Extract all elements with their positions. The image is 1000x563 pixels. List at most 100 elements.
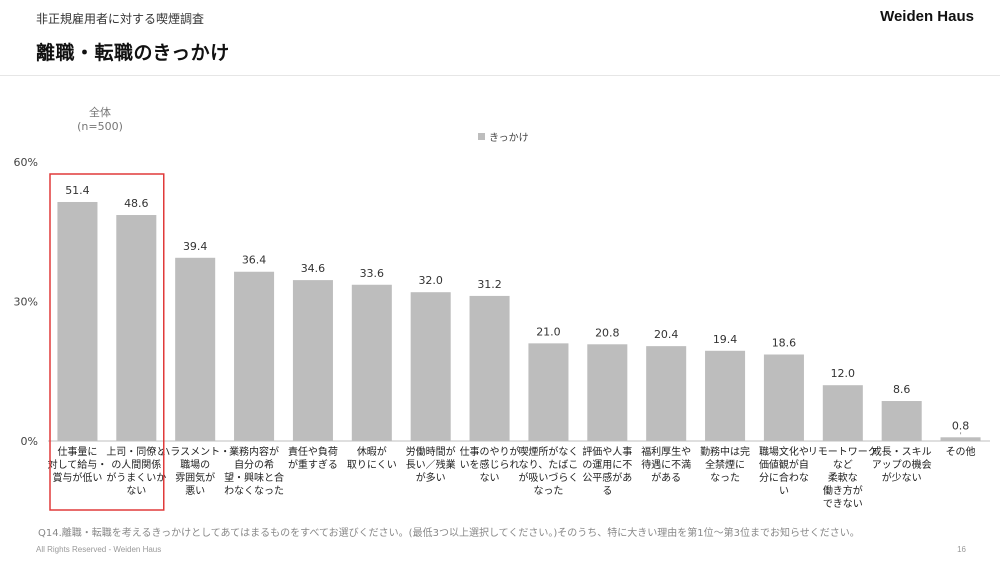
category-label: ない xyxy=(480,472,500,484)
category-label: 仕事のやりが xyxy=(460,445,520,458)
category-label: 職場の xyxy=(180,458,210,471)
category-label: が少ない xyxy=(882,471,922,484)
data-label: 21.0 xyxy=(536,325,561,338)
category-label: 悪い xyxy=(185,485,205,497)
highlight-box xyxy=(49,173,165,511)
data-label: 48.6 xyxy=(124,197,149,210)
category-label: なった xyxy=(533,485,563,497)
data-label: 8.6 xyxy=(893,383,911,396)
bar xyxy=(940,437,981,441)
data-label: 51.4 xyxy=(65,184,90,197)
category-label: できない xyxy=(823,498,863,510)
data-label: 20.8 xyxy=(595,326,620,339)
category-label: 自分の希 xyxy=(234,458,274,471)
data-label: 32.0 xyxy=(418,274,443,287)
category-label: 福利厚生や xyxy=(641,445,691,458)
data-label: 18.6 xyxy=(772,337,797,350)
data-label: 33.6 xyxy=(360,267,385,280)
bar xyxy=(587,344,628,441)
category-label: など xyxy=(833,459,853,471)
category-label: る xyxy=(602,485,612,497)
category-label: 評価や人事 xyxy=(582,445,632,458)
category-label: 分に合わな xyxy=(759,471,809,484)
y-tick-label: 60% xyxy=(14,156,38,169)
category-label: の人間関係 xyxy=(111,459,161,471)
brand-logo-text: Weiden Haus xyxy=(880,8,974,25)
legend-label: きっかけ xyxy=(489,133,529,144)
category-label: 仕事量に xyxy=(57,445,97,458)
category-label: 職場文化や xyxy=(759,445,809,458)
bar xyxy=(881,401,922,441)
category-label: 労働時間が xyxy=(406,445,456,458)
category-label: ハラスメント・ xyxy=(160,446,230,458)
data-label: 0.8 xyxy=(952,419,970,432)
category-label: 喫煙所がなく xyxy=(518,445,578,458)
category-label: 価値観が自 xyxy=(759,458,809,471)
category-label: 休暇が xyxy=(357,445,387,458)
bar xyxy=(410,292,451,441)
bar xyxy=(822,385,863,441)
category-label: 責任や負荷 xyxy=(288,445,338,458)
bar xyxy=(705,350,746,441)
category-label: 業務内容が xyxy=(229,445,279,458)
bar xyxy=(351,284,392,441)
group-label-line: 全体 xyxy=(89,106,111,119)
bar xyxy=(469,295,510,441)
y-tick-label: 0% xyxy=(21,435,38,448)
data-label: 19.4 xyxy=(713,333,738,346)
category-label: 待遇に不満 xyxy=(641,458,691,471)
category-label: の運用に不 xyxy=(582,459,632,471)
category-label: ない xyxy=(126,485,146,497)
category-label: わなくなった xyxy=(224,485,284,497)
category-label: 成長・スキル xyxy=(872,446,932,458)
category-label: 取りにくい xyxy=(347,459,397,471)
category-label: 賞与が低い xyxy=(52,471,102,484)
category-label: が吸いづらく xyxy=(518,471,578,484)
bar xyxy=(234,271,275,441)
bar xyxy=(646,346,687,441)
bar xyxy=(528,343,569,441)
category-label: がある xyxy=(651,471,681,484)
group-label-line: (n=500) xyxy=(77,120,123,133)
report-subtitle: 非正規雇用者に対する喫煙調査 xyxy=(36,12,205,26)
category-label: 対して給与・ xyxy=(48,458,108,471)
category-label: リモートワーク xyxy=(808,446,878,458)
category-label: なった xyxy=(710,472,740,484)
data-label: 31.2 xyxy=(477,278,502,291)
bar xyxy=(175,257,216,441)
data-label: 39.4 xyxy=(183,240,208,253)
category-label: 働き方が xyxy=(823,484,863,497)
category-label: 雰囲気が xyxy=(175,471,215,484)
copyright: All Rights Reserved - Weiden Haus xyxy=(36,545,162,554)
category-label: 公平感があ xyxy=(582,471,632,484)
category-label: 柔軟な xyxy=(828,471,858,484)
category-label: 全禁煙に xyxy=(705,458,745,471)
page-title: 離職・転職のきっかけ xyxy=(36,42,230,64)
category-label: が重すぎる xyxy=(288,458,338,471)
bar xyxy=(57,201,98,441)
category-label: その他 xyxy=(946,445,976,458)
category-label: 上司・同僚と xyxy=(106,445,166,458)
category-label: 望・興味と合 xyxy=(224,471,284,484)
data-label: 34.6 xyxy=(301,262,326,275)
chart-legend: きっかけ xyxy=(478,129,529,144)
bar xyxy=(763,354,804,441)
category-label: なり、たばこ xyxy=(519,459,579,471)
category-label: がうまくいか xyxy=(106,471,166,484)
category-label: 勤務中は完 xyxy=(700,445,750,458)
category-label: い xyxy=(779,486,789,497)
legend-swatch xyxy=(478,133,485,140)
category-label: いを感じられ xyxy=(460,458,520,471)
data-label: 36.4 xyxy=(242,254,267,267)
header-divider xyxy=(0,75,1000,76)
bar xyxy=(116,215,157,441)
data-label: 20.4 xyxy=(654,328,679,341)
data-label: 12.0 xyxy=(831,367,856,380)
y-tick-label: 30% xyxy=(14,296,38,309)
category-label: が多い xyxy=(416,471,446,484)
question-text: Q14.離職・転職を考えるきっかけとしてあてはまるものをすべてお選びください。(… xyxy=(38,528,860,539)
category-label: アップの機会 xyxy=(872,458,932,471)
bar xyxy=(292,280,333,441)
page-number: 16 xyxy=(957,545,966,554)
